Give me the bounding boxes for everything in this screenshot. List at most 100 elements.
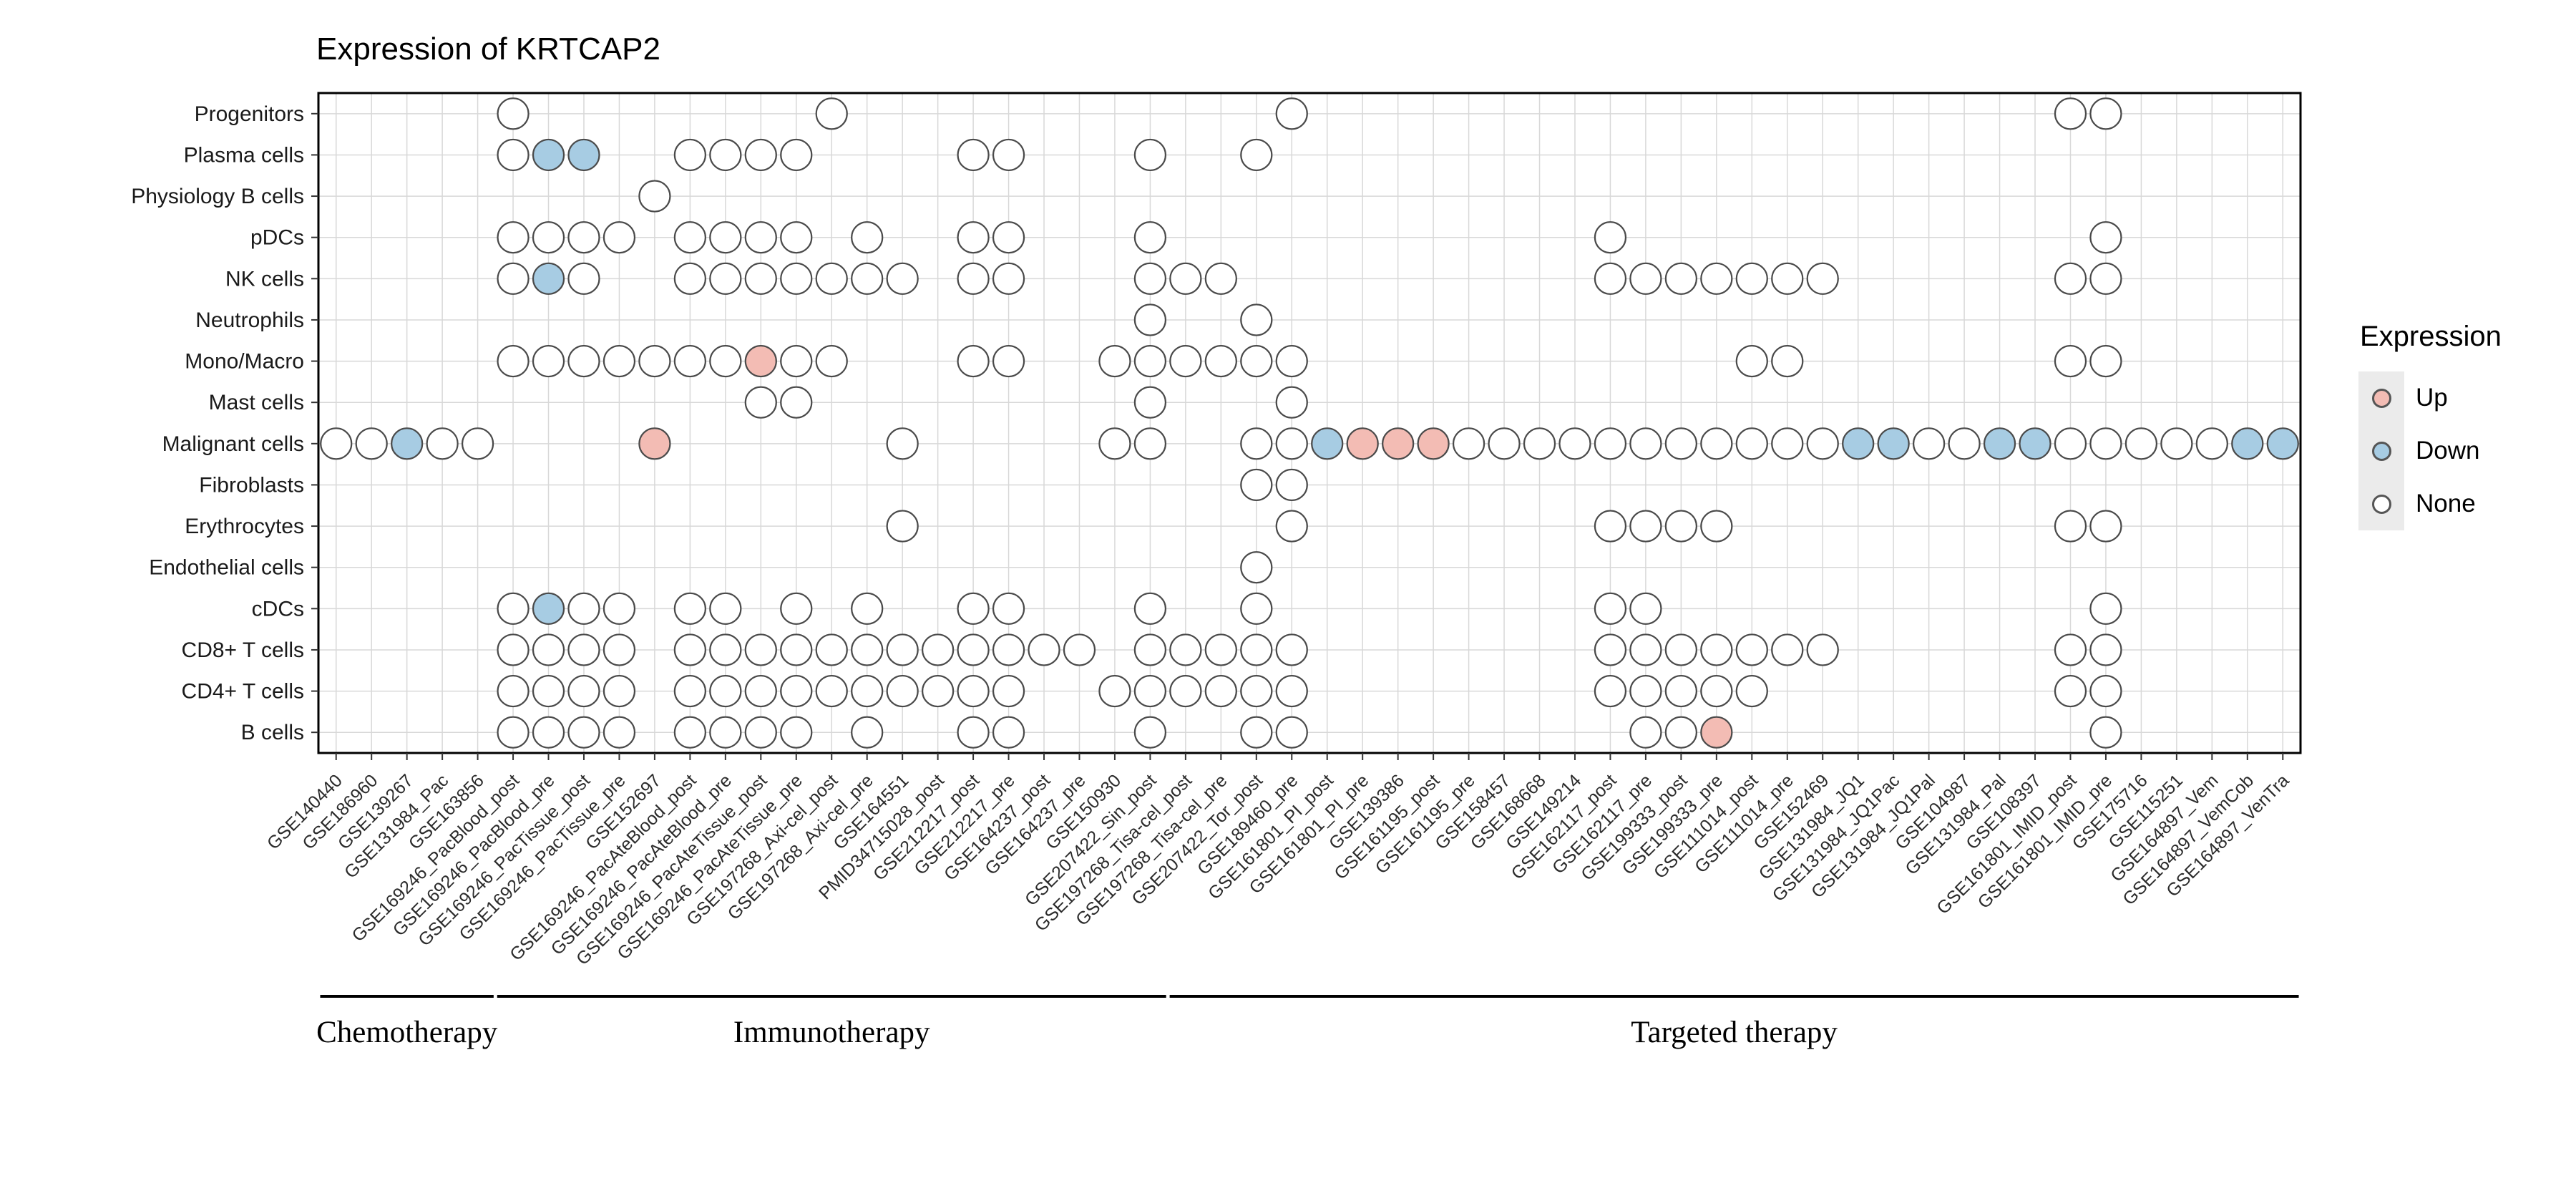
expression-dot [567, 633, 600, 666]
expression-dot [780, 386, 813, 419]
y-axis-label: Mono/Macro [185, 350, 304, 374]
expression-dot [602, 633, 636, 666]
expression-dot [957, 138, 990, 172]
expression-dot [1240, 592, 1273, 625]
expression-dot [2089, 221, 2122, 254]
expression-dot [1240, 468, 1273, 502]
y-axis-label: Neutrophils [195, 308, 304, 332]
expression-dot [2160, 427, 2193, 460]
expression-dot [1240, 138, 1273, 172]
expression-dot [391, 427, 424, 460]
y-axis-label: CD4+ T cells [182, 680, 304, 704]
expression-dot [1204, 633, 1237, 666]
expression-dot [1240, 303, 1273, 336]
y-axis-label: CD8+ T cells [182, 638, 304, 662]
expression-dot [744, 674, 777, 708]
expression-dot [1204, 344, 1237, 378]
expression-dot [2054, 97, 2087, 130]
expression-dot [2089, 344, 2122, 378]
expression-dot [426, 427, 459, 460]
expression-dot [709, 221, 742, 254]
expression-dot [709, 716, 742, 749]
expression-dot [2054, 510, 2087, 543]
y-axis-label: Malignant cells [162, 432, 304, 456]
expression-dot [532, 344, 565, 378]
expression-dot [1948, 427, 1981, 460]
expression-dot [532, 592, 565, 625]
expression-dot [780, 221, 813, 254]
expression-dot [1063, 633, 1096, 666]
legend-down-swatch-icon [2371, 441, 2391, 461]
expression-dot [1240, 674, 1273, 708]
expression-dot [2054, 674, 2087, 708]
expression-dot [851, 674, 884, 708]
expression-dot [1240, 716, 1273, 749]
expression-dot [2089, 510, 2122, 543]
expression-dot [709, 138, 742, 172]
expression-dot [1735, 674, 1768, 708]
legend-keys: Up Down None [2358, 371, 2502, 530]
expression-dot [567, 674, 600, 708]
expression-dot [1842, 427, 1875, 460]
expression-dot [1488, 427, 1521, 460]
expression-dot [602, 344, 636, 378]
expression-dot [1594, 633, 1627, 666]
expression-dot [673, 716, 706, 749]
expression-dot [532, 716, 565, 749]
chart-title: Expression of KRTCAP2 [316, 31, 660, 67]
expression-dot [780, 344, 813, 378]
expression-dot [1133, 221, 1167, 254]
expression-dot [1594, 221, 1627, 254]
expression-dot [851, 221, 884, 254]
expression-dot [992, 138, 1025, 172]
expression-dot [2089, 633, 2122, 666]
legend-item-up: Up [2358, 371, 2502, 424]
expression-dot [815, 633, 848, 666]
expression-dot [1133, 592, 1167, 625]
expression-dot [957, 716, 990, 749]
expression-dot [567, 716, 600, 749]
expression-dot [497, 221, 530, 254]
expression-dot [744, 716, 777, 749]
expression-dot [2089, 262, 2122, 295]
expression-dot [1735, 262, 1768, 295]
expression-dot [709, 592, 742, 625]
expression-dot [851, 262, 884, 295]
expression-dot [2054, 262, 2087, 295]
expression-dot [602, 716, 636, 749]
expression-dot [992, 674, 1025, 708]
expression-dot [1735, 427, 1768, 460]
panel-border [317, 92, 2302, 754]
expression-dot [957, 592, 990, 625]
expression-dot [1098, 674, 1131, 708]
expression-dot [815, 674, 848, 708]
expression-dot [1594, 510, 1627, 543]
expression-dot [1028, 633, 1060, 666]
expression-dot [815, 344, 848, 378]
expression-dot [1664, 633, 1697, 666]
expression-dot [532, 262, 565, 295]
expression-dot [957, 674, 990, 708]
legend-label: None [2416, 490, 2476, 517]
expression-dot [355, 427, 388, 460]
expression-dot [1275, 386, 1308, 419]
expression-dot [992, 716, 1025, 749]
expression-dot [497, 716, 530, 749]
legend-key-box [2358, 424, 2404, 477]
expression-dot [1700, 633, 1733, 666]
expression-dot [744, 138, 777, 172]
expression-dot [567, 344, 600, 378]
expression-dot [1275, 468, 1308, 502]
expression-dot [1735, 344, 1768, 378]
expression-dot [532, 221, 565, 254]
expression-dot [1275, 716, 1308, 749]
legend-label: Down [2416, 437, 2480, 465]
expression-dot [1664, 427, 1697, 460]
expression-dot [780, 674, 813, 708]
expression-dot [638, 344, 671, 378]
expression-dot [638, 180, 671, 213]
y-axis-label: Mast cells [209, 391, 304, 414]
expression-dot [1877, 427, 1910, 460]
expression-dot [2054, 427, 2087, 460]
expression-dot [780, 716, 813, 749]
